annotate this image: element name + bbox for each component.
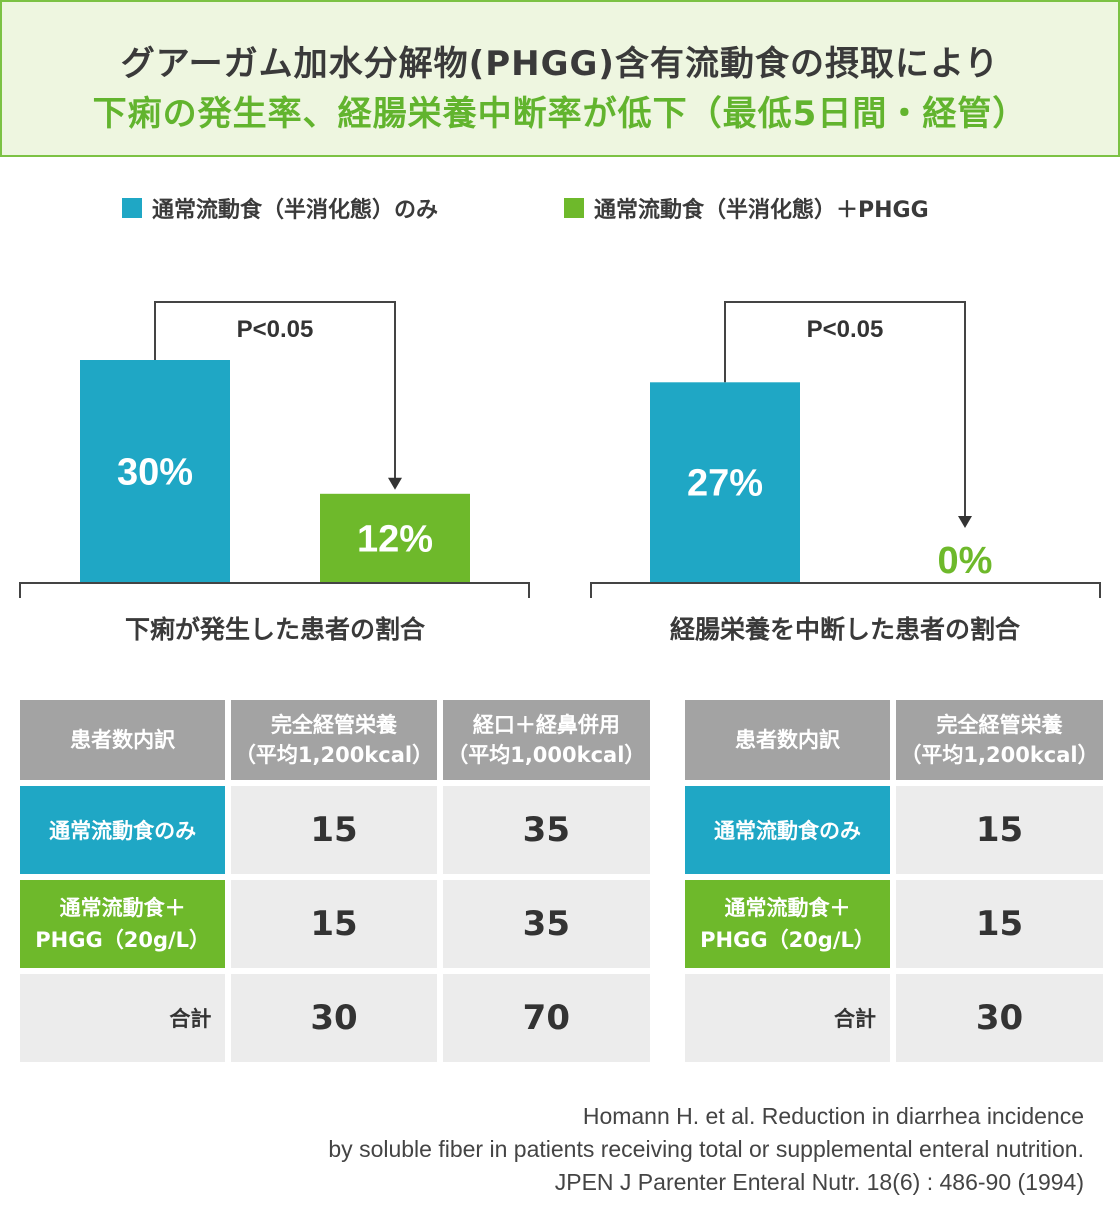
row-label-standard: 通常流動食のみ [685, 786, 890, 874]
significance-label: P<0.05 [237, 316, 314, 343]
cell-value: 15 [896, 786, 1103, 874]
title-banner: グアーガム加水分解物(PHGG)含有流動食の摂取により 下痢の発生率、経腸栄養中… [0, 0, 1120, 157]
header-total-tube: 完全経管栄養 （平均1,200kcal） [231, 700, 437, 780]
chart-2-title: 経腸栄養を中断した患者の割合 [669, 615, 1020, 644]
table-header-row: 患者数内訳 完全経管栄養 （平均1,200kcal） [685, 700, 1103, 780]
table-row: 合計 30 [685, 974, 1103, 1062]
arrow-head-icon [388, 477, 402, 490]
legend-item-standard: 通常流動食（半消化態）のみ [122, 192, 438, 224]
row-label-total: 合計 [20, 974, 226, 1062]
bar-standard [80, 360, 230, 583]
citation-line-2: by soluble fiber in patients receiving t… [328, 1136, 1084, 1162]
bar-value-label: 30% [117, 452, 193, 494]
row-label-total: 合計 [685, 974, 890, 1062]
significance-bracket [724, 301, 966, 518]
legend-label-phgg: 通常流動食（半消化態）＋PHGG [594, 198, 929, 223]
cell-value: 15 [896, 880, 1103, 968]
table-row: 通常流動食＋ PHGG（20g/L） 15 35 [20, 880, 650, 968]
patient-table-right: 患者数内訳 完全経管栄養 （平均1,200kcal） 通常流動食のみ 15 通常流… [679, 694, 1109, 1068]
header-breakdown: 患者数内訳 [20, 700, 226, 780]
cell-value: 35 [442, 786, 650, 874]
legend-label-standard: 通常流動食（半消化態）のみ [152, 198, 439, 223]
title-line-1: グアーガム加水分解物(PHGG)含有流動食の摂取により [120, 44, 1000, 84]
legend-item-phgg: 通常流動食（半消化態）＋PHGG [564, 192, 929, 224]
row-label-phgg: 通常流動食＋ PHGG（20g/L） [685, 880, 890, 968]
bar-charts: 30% 12% P<0.05 27% 0% P<0.05 [19, 301, 1101, 598]
cell-value: 15 [231, 880, 437, 968]
cell-value: 70 [442, 974, 650, 1062]
bar-standard [650, 382, 800, 583]
cell-value: 30 [896, 974, 1103, 1062]
citation: Homann H. et al. Reduction in diarrhea i… [328, 1100, 1084, 1199]
cell-value: 15 [231, 786, 437, 874]
legend-swatch-blue [122, 198, 142, 218]
bar-value-label: 12% [357, 518, 433, 560]
patient-table-left: 患者数内訳 完全経管栄養 （平均1,200kcal） 経口＋経鼻併用 （平均1,00… [14, 694, 656, 1068]
header-oral-nasal: 経口＋経鼻併用 （平均1,000kcal） [442, 700, 650, 780]
significance-bracket [154, 301, 396, 480]
cell-value: 35 [442, 880, 650, 968]
x-axis-line [19, 582, 530, 598]
header-total-tube: 完全経管栄養 （平均1,200kcal） [896, 700, 1103, 780]
row-label-standard: 通常流動食のみ [20, 786, 226, 874]
bar-value-label: 0% [938, 540, 993, 582]
citation-line-1: Homann H. et al. Reduction in diarrhea i… [582, 1103, 1084, 1129]
significance-label: P<0.05 [807, 316, 884, 343]
table-header-row: 患者数内訳 完全経管栄養 （平均1,200kcal） 経口＋経鼻併用 （平均1,00… [20, 700, 650, 780]
table-row: 通常流動食＋ PHGG（20g/L） 15 [685, 880, 1103, 968]
table-row: 通常流動食のみ 15 [685, 786, 1103, 874]
cell-value: 30 [231, 974, 437, 1062]
legend-swatch-green [564, 198, 584, 218]
x-axis-line [590, 582, 1101, 598]
row-label-phgg: 通常流動食＋ PHGG（20g/L） [20, 880, 226, 968]
chart-legend: 通常流動食（半消化態）のみ 通常流動食（半消化態）＋PHGG [0, 192, 1120, 226]
bar-phgg [320, 493, 470, 583]
citation-line-3: JPEN J Parenter Enteral Nutr. 18(6) : 48… [554, 1169, 1084, 1195]
chart-1-title: 下痢が発生した患者の割合 [124, 615, 425, 644]
arrow-head-icon [958, 516, 972, 528]
table-row: 合計 30 70 [20, 974, 650, 1062]
header-breakdown: 患者数内訳 [685, 700, 890, 780]
table-row: 通常流動食のみ 15 35 [20, 786, 650, 874]
title-line-2: 下痢の発生率、経腸栄養中断率が低下（最低5日間・経管） [92, 94, 1028, 134]
bar-value-label: 27% [687, 463, 763, 505]
